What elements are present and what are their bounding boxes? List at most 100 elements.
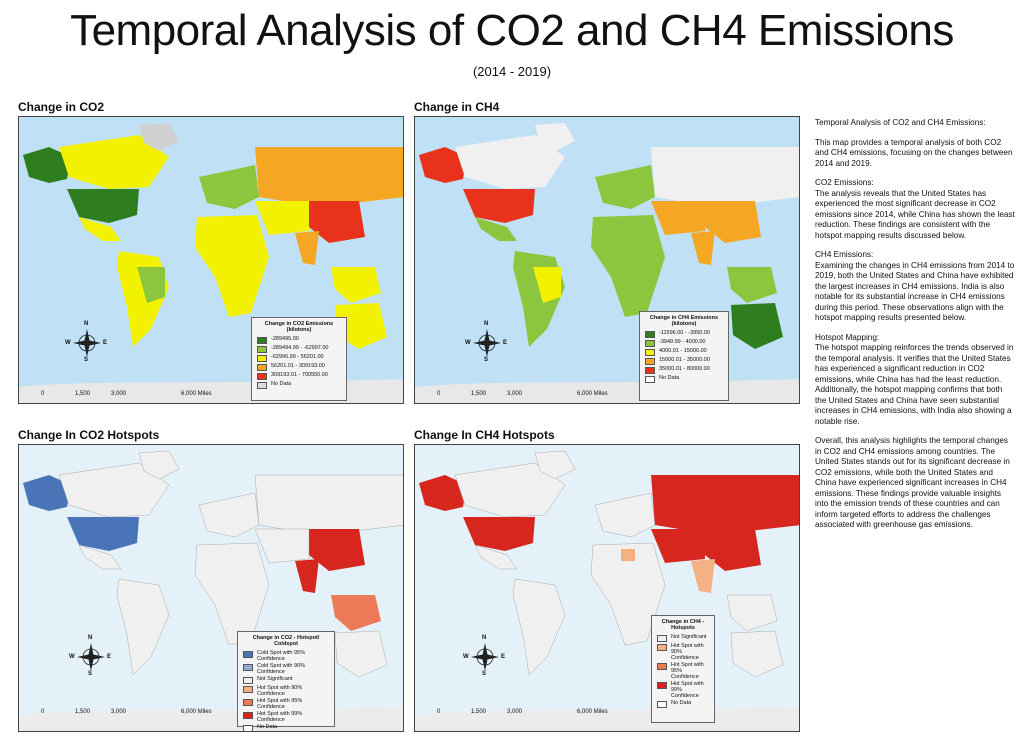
north-arrow-icon: N S W E bbox=[65, 321, 108, 363]
india bbox=[691, 559, 715, 593]
legend-label: Hot Spot with 90% Confidence bbox=[257, 685, 303, 697]
india bbox=[691, 231, 715, 265]
legend-item: No Data bbox=[257, 381, 341, 389]
scale-tick: 3,000 bbox=[111, 709, 127, 715]
description-panel: Temporal Analysis of CO2 and CH4 Emissio… bbox=[815, 118, 1015, 540]
legend-swatch bbox=[645, 358, 655, 365]
legend-label: Not Significant bbox=[257, 676, 293, 682]
central-asia bbox=[651, 529, 705, 563]
australia bbox=[335, 303, 387, 349]
legend-item: Cold Spot with 90% Confidence bbox=[243, 663, 329, 675]
legend-item: Hot Spot with 99% Confidence bbox=[243, 711, 329, 723]
australia bbox=[730, 630, 784, 678]
legend-item: 15000.01 - 35000.00 bbox=[645, 357, 723, 365]
scale-tick: 6,000 Miles bbox=[181, 391, 212, 397]
legend-swatch bbox=[243, 725, 253, 731]
ch4-hotspot-map-canvas bbox=[415, 445, 799, 731]
legend-swatch bbox=[257, 337, 267, 344]
legend-swatch bbox=[243, 677, 253, 684]
usa bbox=[463, 517, 535, 551]
north-arrow-icon: N S W E bbox=[465, 321, 508, 363]
compass-west: W bbox=[465, 340, 471, 346]
legend-swatch bbox=[243, 699, 253, 706]
canada bbox=[59, 135, 169, 189]
ch4-hotspot-legend: Change in CH4 - Hotspots Not Significant… bbox=[651, 615, 715, 723]
legend-item: No Data bbox=[645, 375, 723, 383]
ch4-panel-title: Change in CH4 bbox=[414, 100, 500, 114]
legend-item: Not Significant bbox=[243, 676, 329, 684]
legend-swatch bbox=[257, 355, 267, 362]
legend-item: 4000.01 - 15000.00 bbox=[645, 348, 723, 356]
legend-label: No Data bbox=[271, 381, 292, 387]
mexico bbox=[475, 217, 517, 241]
legend-label: 35000.01 - 80000.00 bbox=[659, 366, 710, 372]
mexico bbox=[78, 544, 122, 570]
scale-tick: 3,000 bbox=[507, 709, 523, 715]
legend-swatch bbox=[645, 340, 655, 347]
compass-north: N bbox=[484, 321, 489, 327]
legend-item: No Data bbox=[243, 724, 329, 731]
legend-item: -289495.00 bbox=[257, 336, 341, 344]
legend-label: -289495.00 bbox=[271, 336, 299, 342]
legend-label: Hot Spot with 90% Confidence bbox=[671, 643, 704, 661]
description-paragraph: Temporal Analysis of CO2 and CH4 Emissio… bbox=[815, 118, 986, 127]
compass-south: S bbox=[88, 671, 93, 677]
legend-swatch bbox=[257, 382, 267, 389]
poster-title: Temporal Analysis of CO2 and CH4 Emissio… bbox=[70, 6, 954, 55]
greenland bbox=[535, 123, 575, 151]
compass-north: N bbox=[482, 635, 487, 641]
co2-legend-title: Change in CO2 Emissions (kilotons) bbox=[264, 321, 334, 333]
legend-item: Hot Spot with 99% Confidence bbox=[657, 681, 709, 699]
scale-tick: 3,000 bbox=[111, 391, 127, 397]
middle-east-central-asia bbox=[651, 201, 705, 235]
legend-label: Hot Spot with 99% Confidence bbox=[671, 681, 704, 699]
scale-tick: 1,500 bbox=[75, 709, 91, 715]
europe bbox=[594, 492, 656, 538]
africa bbox=[195, 215, 269, 317]
ch4-hotspot-panel-title: Change In CH4 Hotspots bbox=[414, 428, 555, 442]
mexico bbox=[474, 544, 518, 570]
legend-label: 4000.01 - 15000.00 bbox=[659, 348, 707, 354]
legend-item: -62996.99 - 56201.00 bbox=[257, 354, 341, 362]
legend-swatch bbox=[645, 376, 655, 383]
middle-east-central-asia bbox=[255, 201, 309, 235]
compass-south: S bbox=[482, 671, 487, 677]
legend-item: Not Significant bbox=[657, 634, 709, 642]
indonesia bbox=[727, 267, 777, 303]
compass-east: E bbox=[103, 340, 108, 346]
legend-swatch bbox=[257, 373, 267, 380]
description-paragraph: CH4 Emissions: Examining the changes in … bbox=[815, 250, 1015, 322]
legend-item: Hot Spot with 90% Confidence bbox=[243, 685, 329, 697]
legend-swatch bbox=[645, 331, 655, 338]
brazil bbox=[137, 267, 165, 303]
north-arrow-icon: N S W E bbox=[463, 635, 506, 677]
legend-label: Cold Spot with 95% Confidence bbox=[257, 650, 305, 662]
legend-item: Hot Spot with 95% Confidence bbox=[243, 698, 329, 710]
europe bbox=[595, 165, 655, 209]
compass-east: E bbox=[501, 654, 506, 660]
legend-swatch bbox=[243, 686, 253, 693]
legend-label: Cold Spot with 90% Confidence bbox=[257, 663, 305, 675]
co2-panel-title: Change in CO2 bbox=[18, 100, 105, 114]
legend-item: Cold Spot with 95% Confidence bbox=[243, 650, 329, 662]
usa bbox=[67, 189, 139, 223]
legend-item: 35000.01 - 80000.00 bbox=[645, 366, 723, 374]
scale-tick: 0 bbox=[41, 391, 45, 397]
co2-map: Change in CO2 Emissions (kilotons) -2894… bbox=[18, 116, 404, 404]
africa bbox=[590, 542, 666, 646]
description-paragraph: Overall, this analysis highlights the te… bbox=[815, 436, 1010, 529]
alaska bbox=[23, 147, 71, 183]
russia bbox=[254, 474, 403, 536]
north-arrow-icon: N S W E bbox=[69, 635, 111, 677]
alaska bbox=[419, 147, 467, 183]
legend-label: Hot Spot with 99% Confidence bbox=[257, 711, 303, 723]
usa bbox=[463, 189, 535, 223]
compass-east: E bbox=[503, 340, 508, 346]
china bbox=[309, 529, 365, 571]
ch4-map-canvas bbox=[415, 117, 799, 403]
description-paragraph: Hotspot Mapping: The hotspot mapping rei… bbox=[815, 332, 1014, 426]
scale-tick: 1,500 bbox=[75, 391, 91, 397]
legend-label: -289494.99 - -62997.00 bbox=[271, 345, 329, 351]
poster-subtitle: (2014 - 2019) bbox=[472, 64, 552, 79]
australia bbox=[334, 630, 388, 678]
